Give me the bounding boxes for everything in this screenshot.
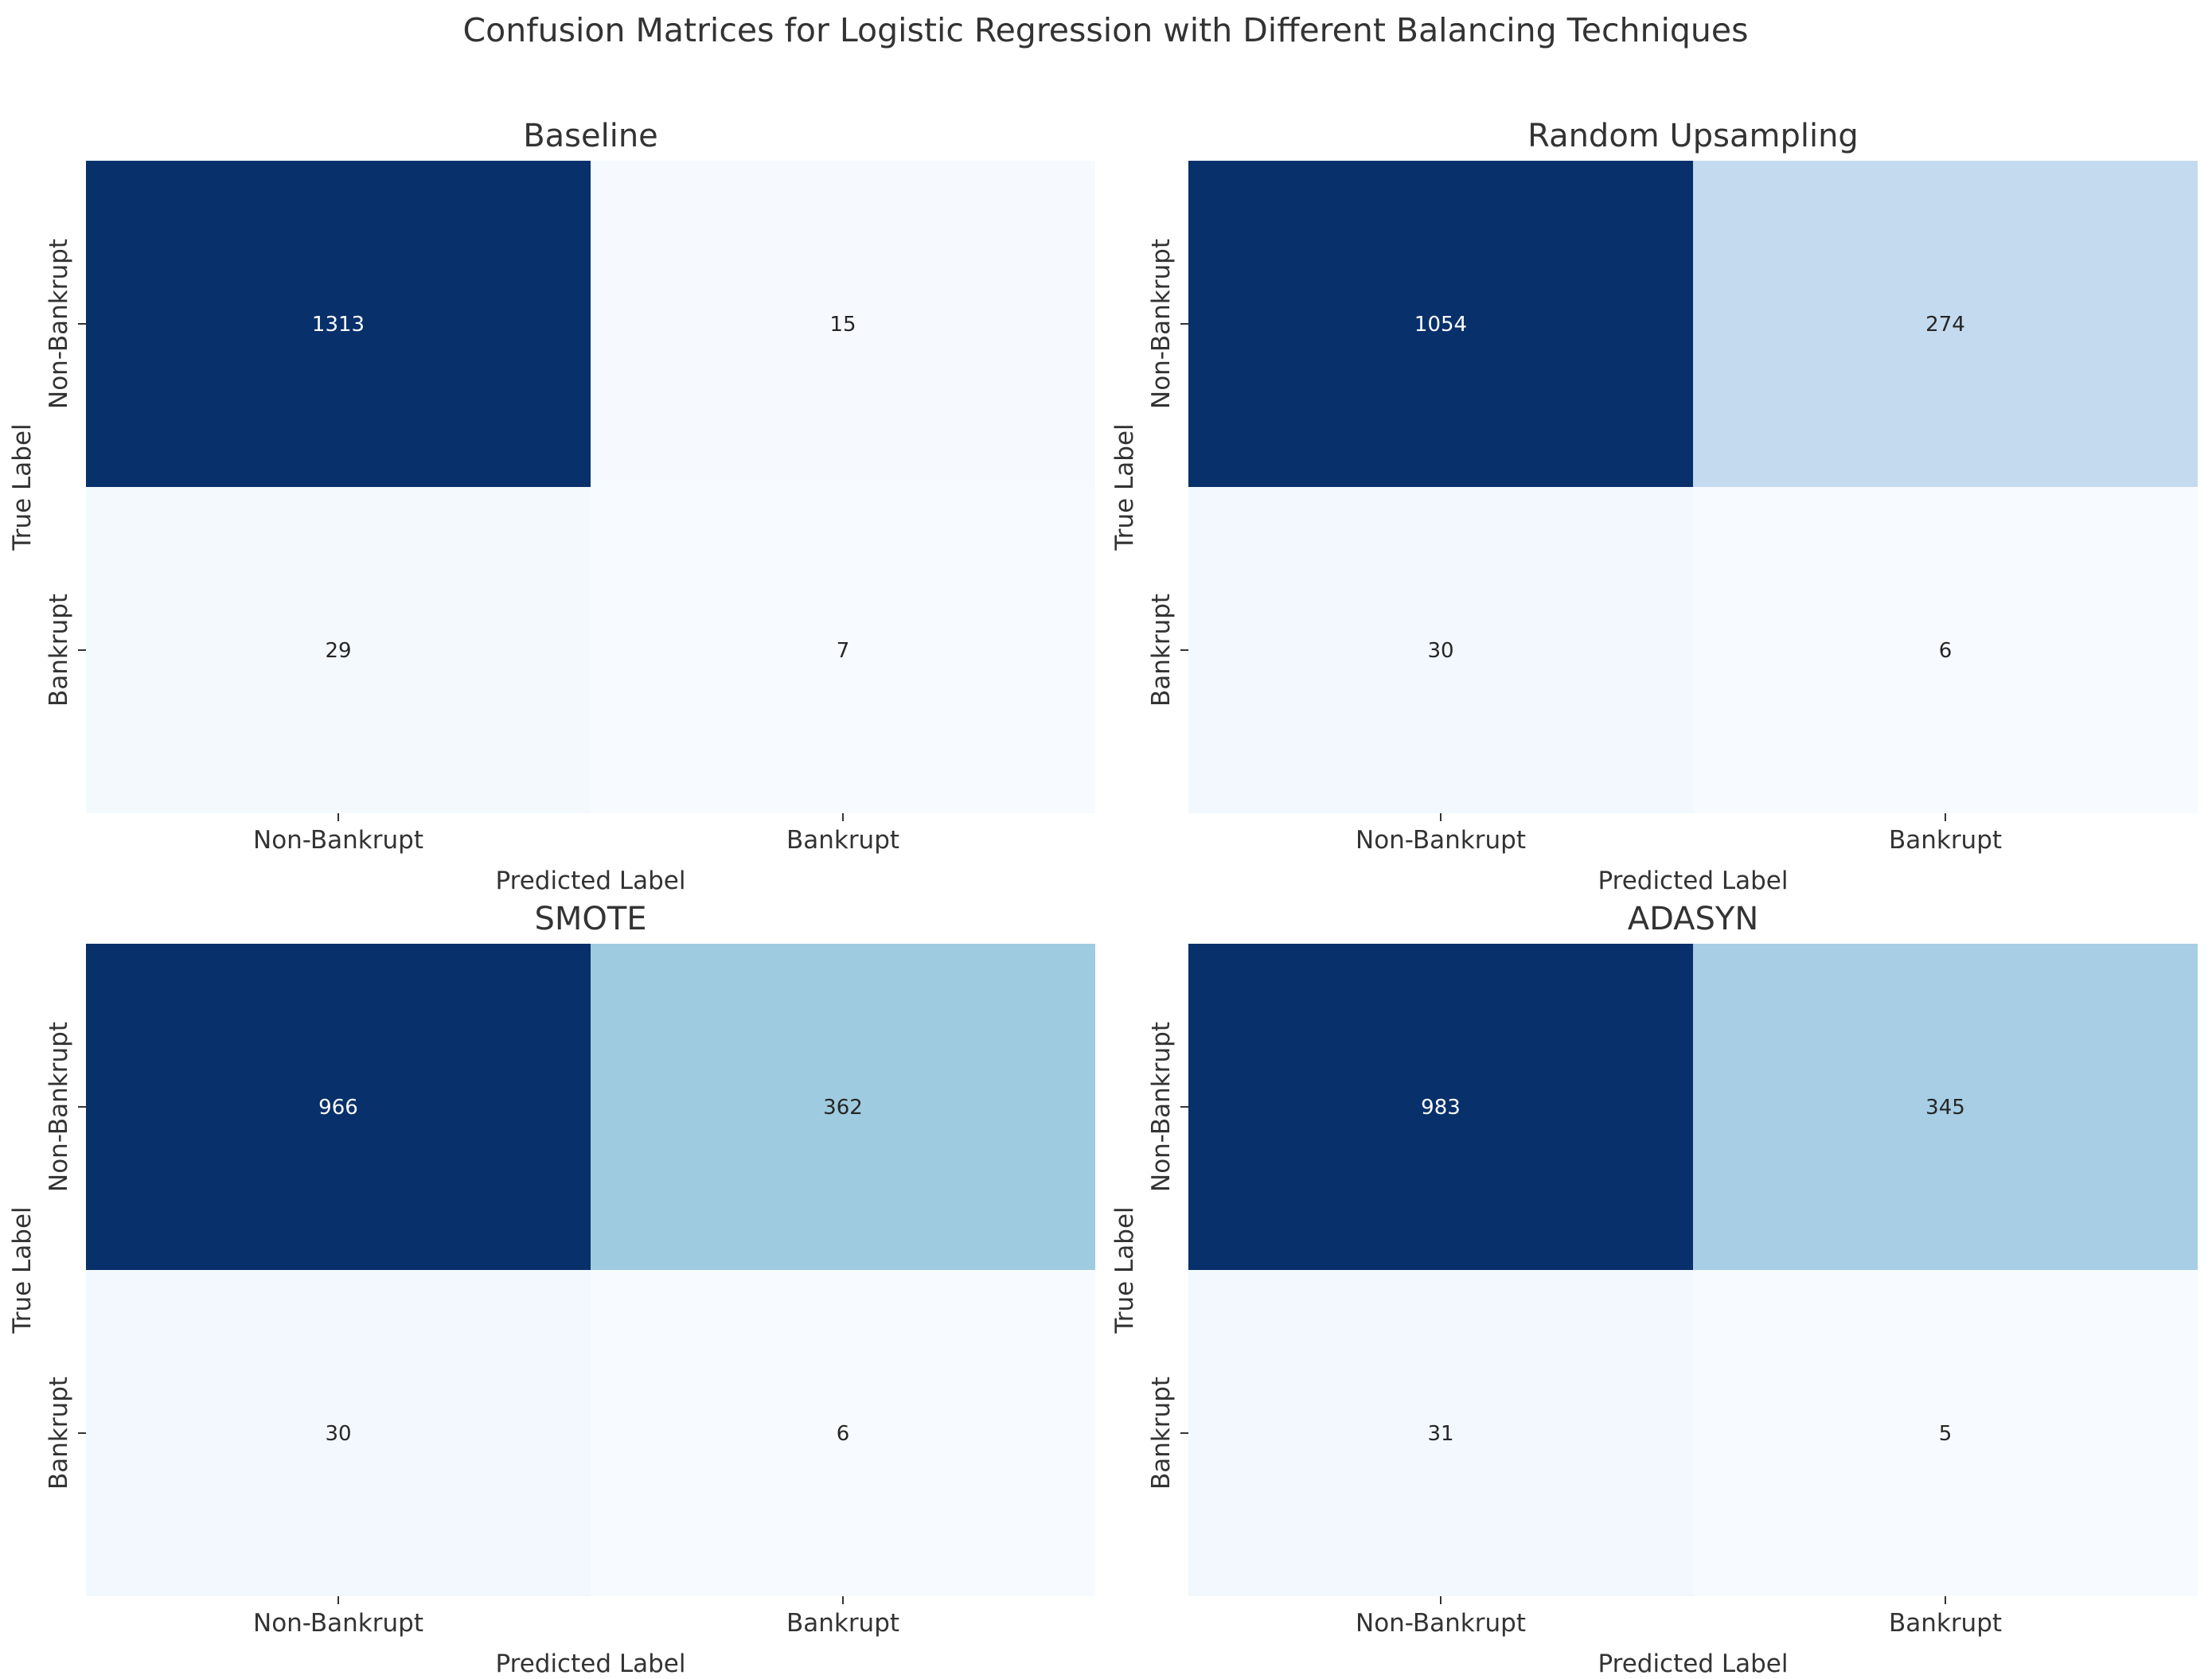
y-axis-label-smote: True Label: [8, 1206, 37, 1334]
heatmap-cell-random-upsampling-r1-c1: [1693, 487, 2198, 813]
heatmap-cell-smote-r1-c1: [591, 1270, 1095, 1596]
cell-value-smote-r0-c0: 966: [318, 1096, 358, 1120]
cell-value-baseline-r1-c0: 29: [325, 639, 351, 663]
heatmap-panel-adasyn: ADASYN 983 345 31 5 Non-Bankrupt Bankrupt Non-B…: [1110, 901, 2198, 1678]
panel-title-adasyn: ADASYN: [1628, 901, 1759, 937]
figure-suptitle: Confusion Matrices for Logistic Regressi…: [463, 11, 1749, 49]
cell-value-adasyn-r1-c1: 5: [1939, 1422, 1953, 1446]
heatmap-cell-baseline-r1-c1: [591, 487, 1095, 813]
x-axis-label-smote: Predicted Label: [495, 1650, 685, 1678]
heatmap-cell-random-upsampling-r1-c0: [1188, 487, 1693, 813]
heatmap-cell-baseline-r1-c0: [86, 487, 591, 813]
y-tick-label-adasyn-0: Non-Bankrupt: [1147, 1022, 1176, 1192]
y-tick-label-baseline-1: Bankrupt: [45, 594, 73, 707]
x-tick-label-smote-1: Bankrupt: [786, 1609, 899, 1638]
cell-value-random-upsampling-r1-c0: 30: [1427, 639, 1453, 663]
x-tick-label-adasyn-0: Non-Bankrupt: [1356, 1609, 1526, 1638]
cell-value-baseline-r0-c1: 15: [829, 313, 856, 337]
heatmap-cell-smote-r1-c0: [86, 1270, 591, 1596]
panel-title-baseline: Baseline: [523, 118, 658, 154]
x-axis-label-random-upsampling: Predicted Label: [1598, 867, 1788, 895]
x-axis-label-adasyn: Predicted Label: [1598, 1650, 1788, 1678]
heatmap-panel-random-upsampling: Random Upsampling 1054 274 30 6 Non-Bankrupt B…: [1110, 118, 2198, 895]
heatmap-panels: Baseline 1313 15 29 7 Non-Bankrupt Bankrupt Non…: [8, 118, 2198, 1678]
x-tick-label-baseline-1: Bankrupt: [786, 826, 899, 855]
y-axis-label-baseline: True Label: [8, 423, 37, 551]
y-tick-label-random-upsampling-1: Bankrupt: [1147, 594, 1176, 707]
y-tick-label-baseline-0: Non-Bankrupt: [45, 239, 73, 409]
heatmap-cell-adasyn-r0-c1: [1693, 944, 2198, 1270]
x-tick-label-baseline-0: Non-Bankrupt: [253, 826, 423, 855]
x-tick-label-random-upsampling-1: Bankrupt: [1889, 826, 2002, 855]
heatmap-cell-random-upsampling-r0-c0: [1188, 161, 1693, 487]
cell-value-smote-r0-c1: 362: [823, 1096, 863, 1120]
cell-value-smote-r1-c0: 30: [325, 1422, 351, 1446]
y-tick-label-adasyn-1: Bankrupt: [1147, 1377, 1176, 1490]
y-tick-label-smote-1: Bankrupt: [45, 1377, 73, 1490]
cell-value-adasyn-r0-c1: 345: [1925, 1096, 1965, 1120]
x-tick-label-smote-0: Non-Bankrupt: [253, 1609, 423, 1638]
panel-title-smote: SMOTE: [534, 901, 646, 937]
y-axis-label-random-upsampling: True Label: [1110, 423, 1139, 551]
cell-value-adasyn-r1-c0: 31: [1427, 1422, 1453, 1446]
cell-value-random-upsampling-r0-c0: 1054: [1414, 313, 1467, 337]
cell-value-random-upsampling-r0-c1: 274: [1925, 313, 1965, 337]
heatmap-cell-adasyn-r0-c0: [1188, 944, 1693, 1270]
heatmap-cell-smote-r0-c1: [591, 944, 1095, 1270]
y-tick-label-smote-0: Non-Bankrupt: [45, 1022, 73, 1192]
heatmap-cell-adasyn-r1-c0: [1188, 1270, 1693, 1596]
cell-value-random-upsampling-r1-c1: 6: [1939, 639, 1953, 663]
heatmap-cell-smote-r0-c0: [86, 944, 591, 1270]
cell-value-baseline-r0-c0: 1313: [312, 313, 365, 337]
heatmap-cell-random-upsampling-r0-c1: [1693, 161, 2198, 487]
heatmap-cell-baseline-r0-c1: [591, 161, 1095, 487]
heatmap-cell-baseline-r0-c0: [86, 161, 591, 487]
x-tick-label-random-upsampling-0: Non-Bankrupt: [1356, 826, 1526, 855]
cell-value-smote-r1-c1: 6: [837, 1422, 850, 1446]
y-tick-label-random-upsampling-0: Non-Bankrupt: [1147, 239, 1176, 409]
panel-title-random-upsampling: Random Upsampling: [1527, 118, 1859, 154]
heatmap-panel-smote: SMOTE 966 362 30 6 Non-Bankrupt Bankrupt Non-Ba…: [8, 901, 1095, 1678]
heatmap-cell-adasyn-r1-c1: [1693, 1270, 2198, 1596]
x-tick-label-adasyn-1: Bankrupt: [1889, 1609, 2002, 1638]
cell-value-adasyn-r0-c0: 983: [1421, 1096, 1461, 1120]
y-axis-label-adasyn: True Label: [1110, 1206, 1139, 1334]
x-axis-label-baseline: Predicted Label: [495, 867, 685, 895]
cell-value-baseline-r1-c1: 7: [837, 639, 850, 663]
heatmap-panel-baseline: Baseline 1313 15 29 7 Non-Bankrupt Bankrupt Non…: [8, 118, 1095, 895]
